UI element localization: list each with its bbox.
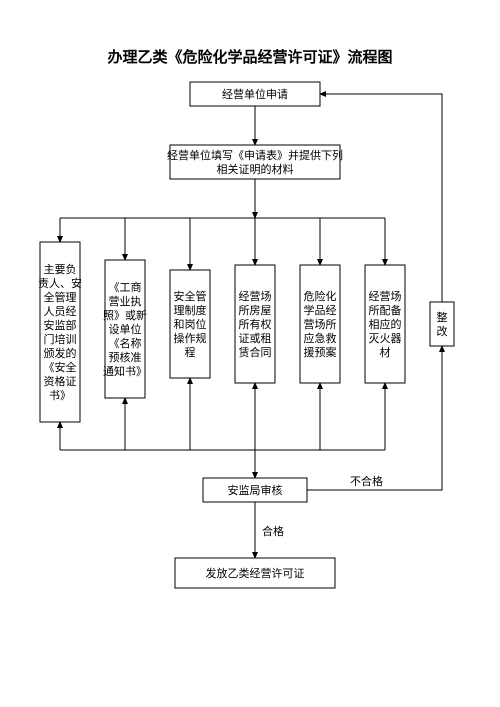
node-label-apply: 经营单位申请 — [222, 87, 288, 101]
node-label-review: 安监局审核 — [228, 483, 283, 497]
node-doc6: 经营场所配备相应的灭火器材 — [365, 265, 405, 383]
node-label-doc4: 经营场所房屋所有权证或租赁合同 — [239, 289, 272, 359]
edge-label-fail: 不合格 — [350, 474, 383, 488]
node-doc3: 安全管理制度和岗位操作规程 — [170, 270, 210, 378]
node-doc2: 《工商营业执照》或新设单位《名称预核准通知书》 — [103, 260, 147, 398]
node-rectify: 整改 — [430, 302, 454, 346]
node-doc1: 主要负责人、安全管理人员经安监部门培训颁发的《安全资格证书》 — [38, 242, 82, 422]
node-label-issue: 发放乙类经营许可证 — [206, 566, 305, 580]
node-apply: 经营单位申请 — [190, 82, 320, 106]
node-doc5: 危险化学品经营场所应急救援预案 — [300, 265, 340, 383]
node-review: 安监局审核 — [203, 478, 307, 502]
node-fillform: 经营单位填写《申请表》并提供下列相关证明的材料 — [167, 145, 343, 179]
node-label-doc5: 危险化学品经营场所应急救援预案 — [304, 289, 337, 359]
diagram-title: 办理乙类《危险化学品经营许可证》流程图 — [107, 48, 392, 66]
node-issue: 发放乙类经营许可证 — [175, 558, 335, 588]
node-doc4: 经营场所房屋所有权证或租赁合同 — [235, 265, 275, 383]
edge-label-e3: 合格 — [262, 524, 284, 538]
nodes-group: 经营单位申请经营单位填写《申请表》并提供下列相关证明的材料主要负责人、安全管理人… — [38, 82, 454, 588]
